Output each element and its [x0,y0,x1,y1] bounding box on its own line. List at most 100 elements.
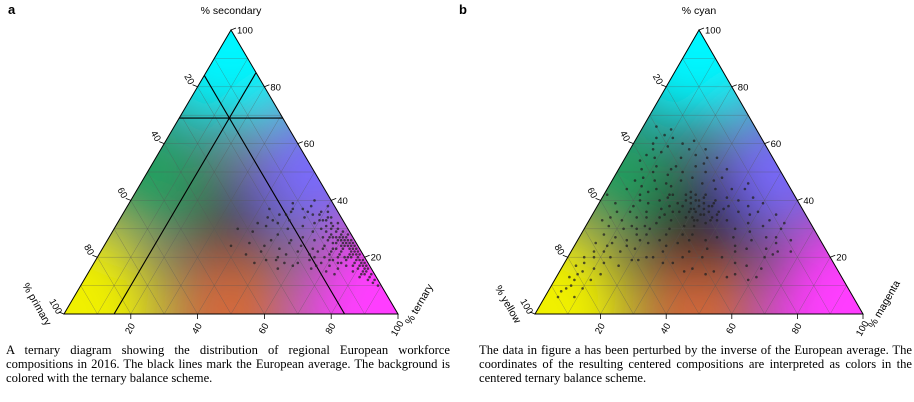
data-point [653,179,656,182]
grid-line [364,285,382,315]
data-point [339,250,343,253]
data-point [321,219,325,222]
data-point [715,219,719,222]
data-point [592,250,596,253]
data-point [666,196,670,199]
data-point [346,255,350,259]
data-point [346,244,350,248]
data-point [349,250,353,253]
data-point [638,238,642,242]
data-point [692,224,696,228]
data-point [368,275,371,279]
data-point [704,238,707,242]
data-point [681,170,684,174]
axis-title-right: % ternary [403,281,436,327]
data-point [725,275,729,279]
data-point [343,244,346,248]
data-point [609,216,612,219]
data-point [732,236,735,239]
data-point [681,255,684,259]
data-points [229,199,380,287]
data-point [319,210,323,214]
data-point [358,275,361,279]
data-point [663,133,666,137]
data-point [641,176,645,179]
data-point [358,258,361,262]
data-point [346,238,350,242]
tick-label-left-axis: 40 [617,129,632,144]
data-point [607,224,611,228]
data-point [303,216,306,219]
data-point [366,278,370,282]
data-point [691,233,694,236]
data-point [366,267,370,270]
data-point [592,267,596,270]
data-point [323,244,326,248]
data-point [630,224,634,228]
data-point [311,230,315,233]
data-point [331,236,335,239]
data-point [313,255,316,259]
data-point [349,244,353,248]
data-point [276,267,280,270]
data-point [658,216,661,219]
tick-label-left-axis: 80 [81,243,96,258]
data-point [702,201,706,205]
data-point [761,224,765,228]
tick-mark [331,198,337,201]
axis-title-right: % magenta [866,278,903,330]
data-point [324,230,328,233]
data-point [614,201,617,205]
data-point [745,264,748,268]
grid-line [180,115,299,315]
data-point [774,213,778,216]
data-point [666,173,670,177]
data-point [669,184,673,188]
data-point [615,210,619,214]
data-point [655,221,658,225]
tick-label-top-axis: 20 [371,253,382,264]
data-point [316,250,320,253]
data-point [336,261,340,265]
data-point [687,148,691,151]
data-point [605,244,609,248]
data-point [271,219,275,222]
data-point [760,267,763,270]
data-point [288,241,291,245]
data-point [679,179,683,182]
data-point [733,261,737,265]
data-point [363,267,366,270]
data-point [328,264,331,268]
data-point [353,244,356,248]
data-point [671,210,675,214]
data-point [617,264,620,268]
data-point [299,244,303,248]
data-point [324,270,328,273]
data-point [701,182,704,185]
data-point [256,221,260,225]
panel-label: b [459,2,467,17]
data-point [309,204,313,208]
grid-line [682,58,831,315]
data-point [602,250,606,253]
data-point [229,244,233,248]
data-point [344,264,348,268]
data-point [720,255,724,259]
data-point [702,207,706,211]
data-point [331,258,335,262]
data-point [274,258,278,262]
data-point [363,272,366,276]
grid-line [147,171,232,315]
data-point [329,233,333,236]
data-point [348,241,351,245]
data-point [768,219,771,222]
data-point [664,244,668,248]
data-point [370,272,373,276]
data-point [694,193,697,196]
data-point [358,253,361,256]
data-point [676,201,679,205]
data-point [338,236,341,239]
data-point [694,165,697,168]
data-point [328,236,331,239]
data-point [679,156,683,160]
